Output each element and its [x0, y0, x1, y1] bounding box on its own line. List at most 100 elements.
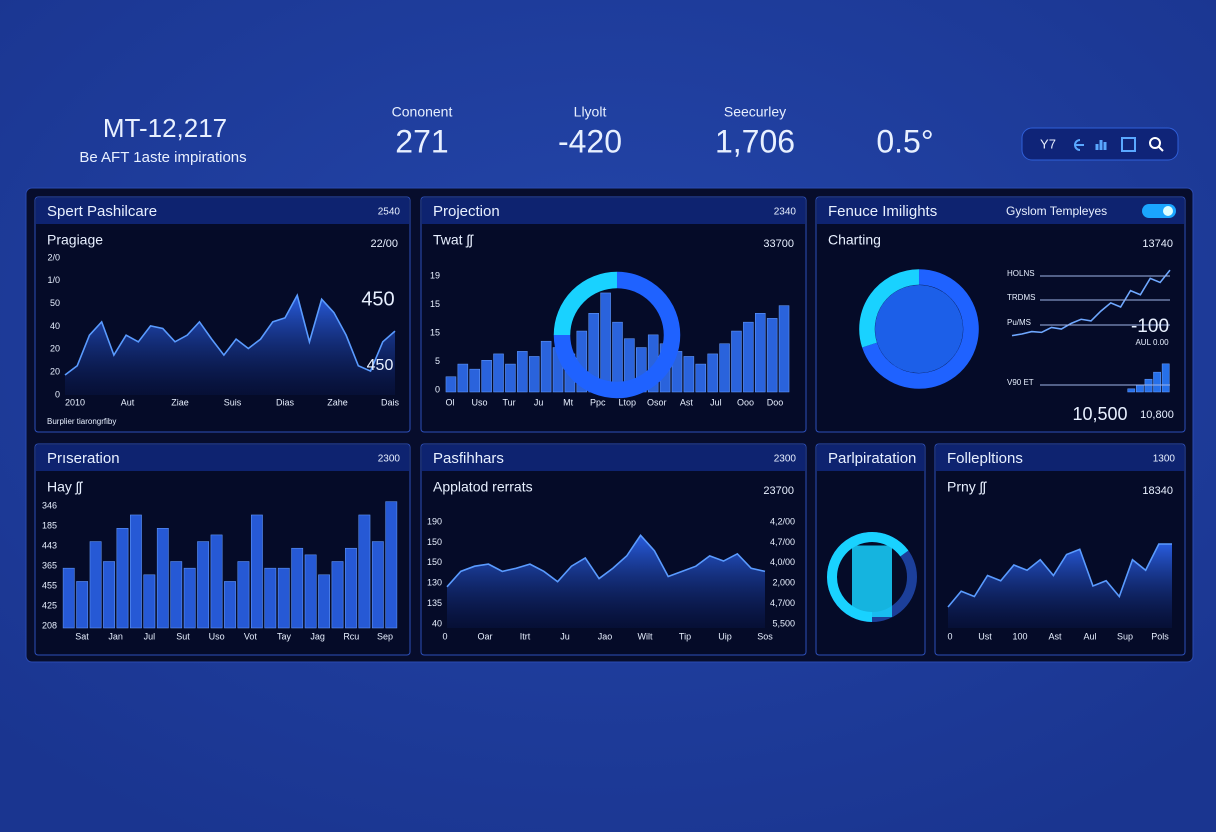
panel-subtitle: Applatod rerrats	[433, 479, 533, 495]
x-tick-label: Jan	[108, 631, 123, 641]
toolbar-icon[interactable]	[1121, 137, 1136, 152]
panel-header	[36, 445, 409, 471]
y-tick-label: 0	[435, 384, 440, 394]
x-tick-label: Uso	[472, 397, 488, 407]
bar	[103, 561, 115, 629]
bar	[116, 528, 129, 629]
bar	[76, 581, 89, 629]
x-tick-label: Suis	[224, 397, 242, 407]
donut-segment	[553, 271, 681, 399]
panel-header	[817, 445, 924, 471]
y-tick-label: 2/0	[47, 252, 60, 262]
area	[65, 295, 395, 395]
y-tick-label: 150	[427, 557, 442, 567]
x-tick-label: Mt	[563, 397, 573, 407]
panel-subtitle: Charting	[828, 232, 881, 248]
y-tick-label: 365	[42, 560, 57, 570]
x-tick-label: Dias	[276, 397, 295, 407]
x-tick-label: Doo	[767, 397, 784, 407]
x-tick-label: Sos	[757, 631, 773, 641]
annotation: 10,500	[1072, 404, 1127, 424]
x-tick-label: Jao	[598, 631, 613, 641]
panel-corner: 18340	[1142, 485, 1173, 497]
donut-segment	[862, 269, 979, 389]
bar	[264, 567, 277, 629]
y-tick-label: 40	[432, 618, 442, 628]
x-tick-label: Ooo	[737, 397, 754, 407]
bar	[130, 514, 142, 629]
y2-tick-label: 4,2/00	[770, 516, 795, 526]
x-tick-label: Ast	[1048, 631, 1062, 641]
bar	[1127, 388, 1136, 393]
bar	[1144, 378, 1153, 393]
bar	[493, 353, 504, 393]
bar	[371, 541, 384, 629]
panel-badge: 2340	[774, 207, 797, 218]
toolbar-button[interactable]: Y7	[1040, 136, 1056, 151]
x-tick-label: Sup	[1117, 631, 1133, 641]
panel-header	[422, 445, 805, 471]
toolbar-icon[interactable]	[1074, 139, 1084, 151]
panel-corner: 13740	[1142, 238, 1173, 250]
kpi-label: Seecurley	[724, 104, 786, 120]
bar	[143, 574, 156, 629]
toolbar: Y7	[1021, 127, 1179, 161]
x-tick-label: Tur	[503, 397, 516, 407]
bar	[170, 561, 183, 629]
area	[948, 544, 1172, 628]
bar	[277, 567, 290, 629]
kpi-label: Cononent	[392, 104, 453, 120]
bar	[600, 292, 611, 393]
x-tick-label: Rcu	[343, 631, 359, 641]
x-tick-label: Ju	[560, 631, 570, 641]
annotation: -100	[1131, 316, 1169, 337]
x-tick-label: Ol	[446, 397, 455, 407]
legend-label: TRDMS	[1007, 293, 1035, 302]
y-tick-label: 346	[42, 500, 57, 510]
panel-corner: 22/00	[370, 238, 398, 250]
y2-tick-label: 4,7/00	[770, 537, 795, 547]
search-icon[interactable]	[1149, 137, 1161, 149]
area-line	[64, 293, 396, 376]
bar	[1153, 371, 1161, 393]
x-tick-label: Uip	[718, 631, 732, 641]
bar	[505, 363, 516, 393]
bar	[1161, 363, 1170, 393]
bar	[197, 541, 210, 629]
bar	[210, 534, 223, 629]
x-tick-label: Uso	[209, 631, 225, 641]
panel-subtitle: Pragiage	[47, 232, 103, 248]
toolbar-icon[interactable]	[1095, 140, 1107, 150]
y-tick-label: 190	[427, 516, 442, 526]
bar	[731, 330, 742, 393]
area-line	[446, 533, 766, 588]
y-tick-label: 130	[427, 578, 442, 588]
kpi-value: 0.5°	[876, 123, 933, 159]
bar	[385, 501, 398, 629]
kpi-label: Llyolt	[574, 104, 607, 120]
x-tick-label: Ppc	[590, 397, 606, 407]
y-tick-label: 15	[430, 299, 440, 309]
panel-title: Prıseration	[47, 450, 120, 467]
panel-corner: 23700	[763, 485, 794, 497]
x-tick-label: Oar	[477, 631, 492, 641]
panel-title: Spert Pashilcare	[47, 203, 157, 220]
x-tick-label: Tip	[679, 631, 691, 641]
area-line	[947, 543, 1172, 608]
x-tick-label: Aut	[121, 397, 135, 407]
x-tick-label: 0	[442, 631, 447, 641]
bar	[766, 318, 778, 393]
panel-header	[817, 198, 1184, 224]
x-tick-label: Ziae	[171, 397, 189, 407]
x-tick-label: Dais	[381, 397, 400, 407]
gauge-bar	[852, 545, 892, 617]
bar	[707, 353, 718, 393]
panel-title: Projection	[433, 203, 500, 220]
bar	[1136, 384, 1144, 393]
y-tick-label: 208	[42, 620, 57, 630]
bar	[612, 321, 623, 393]
search-icon[interactable]	[1158, 146, 1164, 152]
template-link[interactable]: Gyslom Templeyes	[1006, 204, 1107, 218]
bar	[358, 514, 371, 629]
bar	[318, 574, 330, 629]
